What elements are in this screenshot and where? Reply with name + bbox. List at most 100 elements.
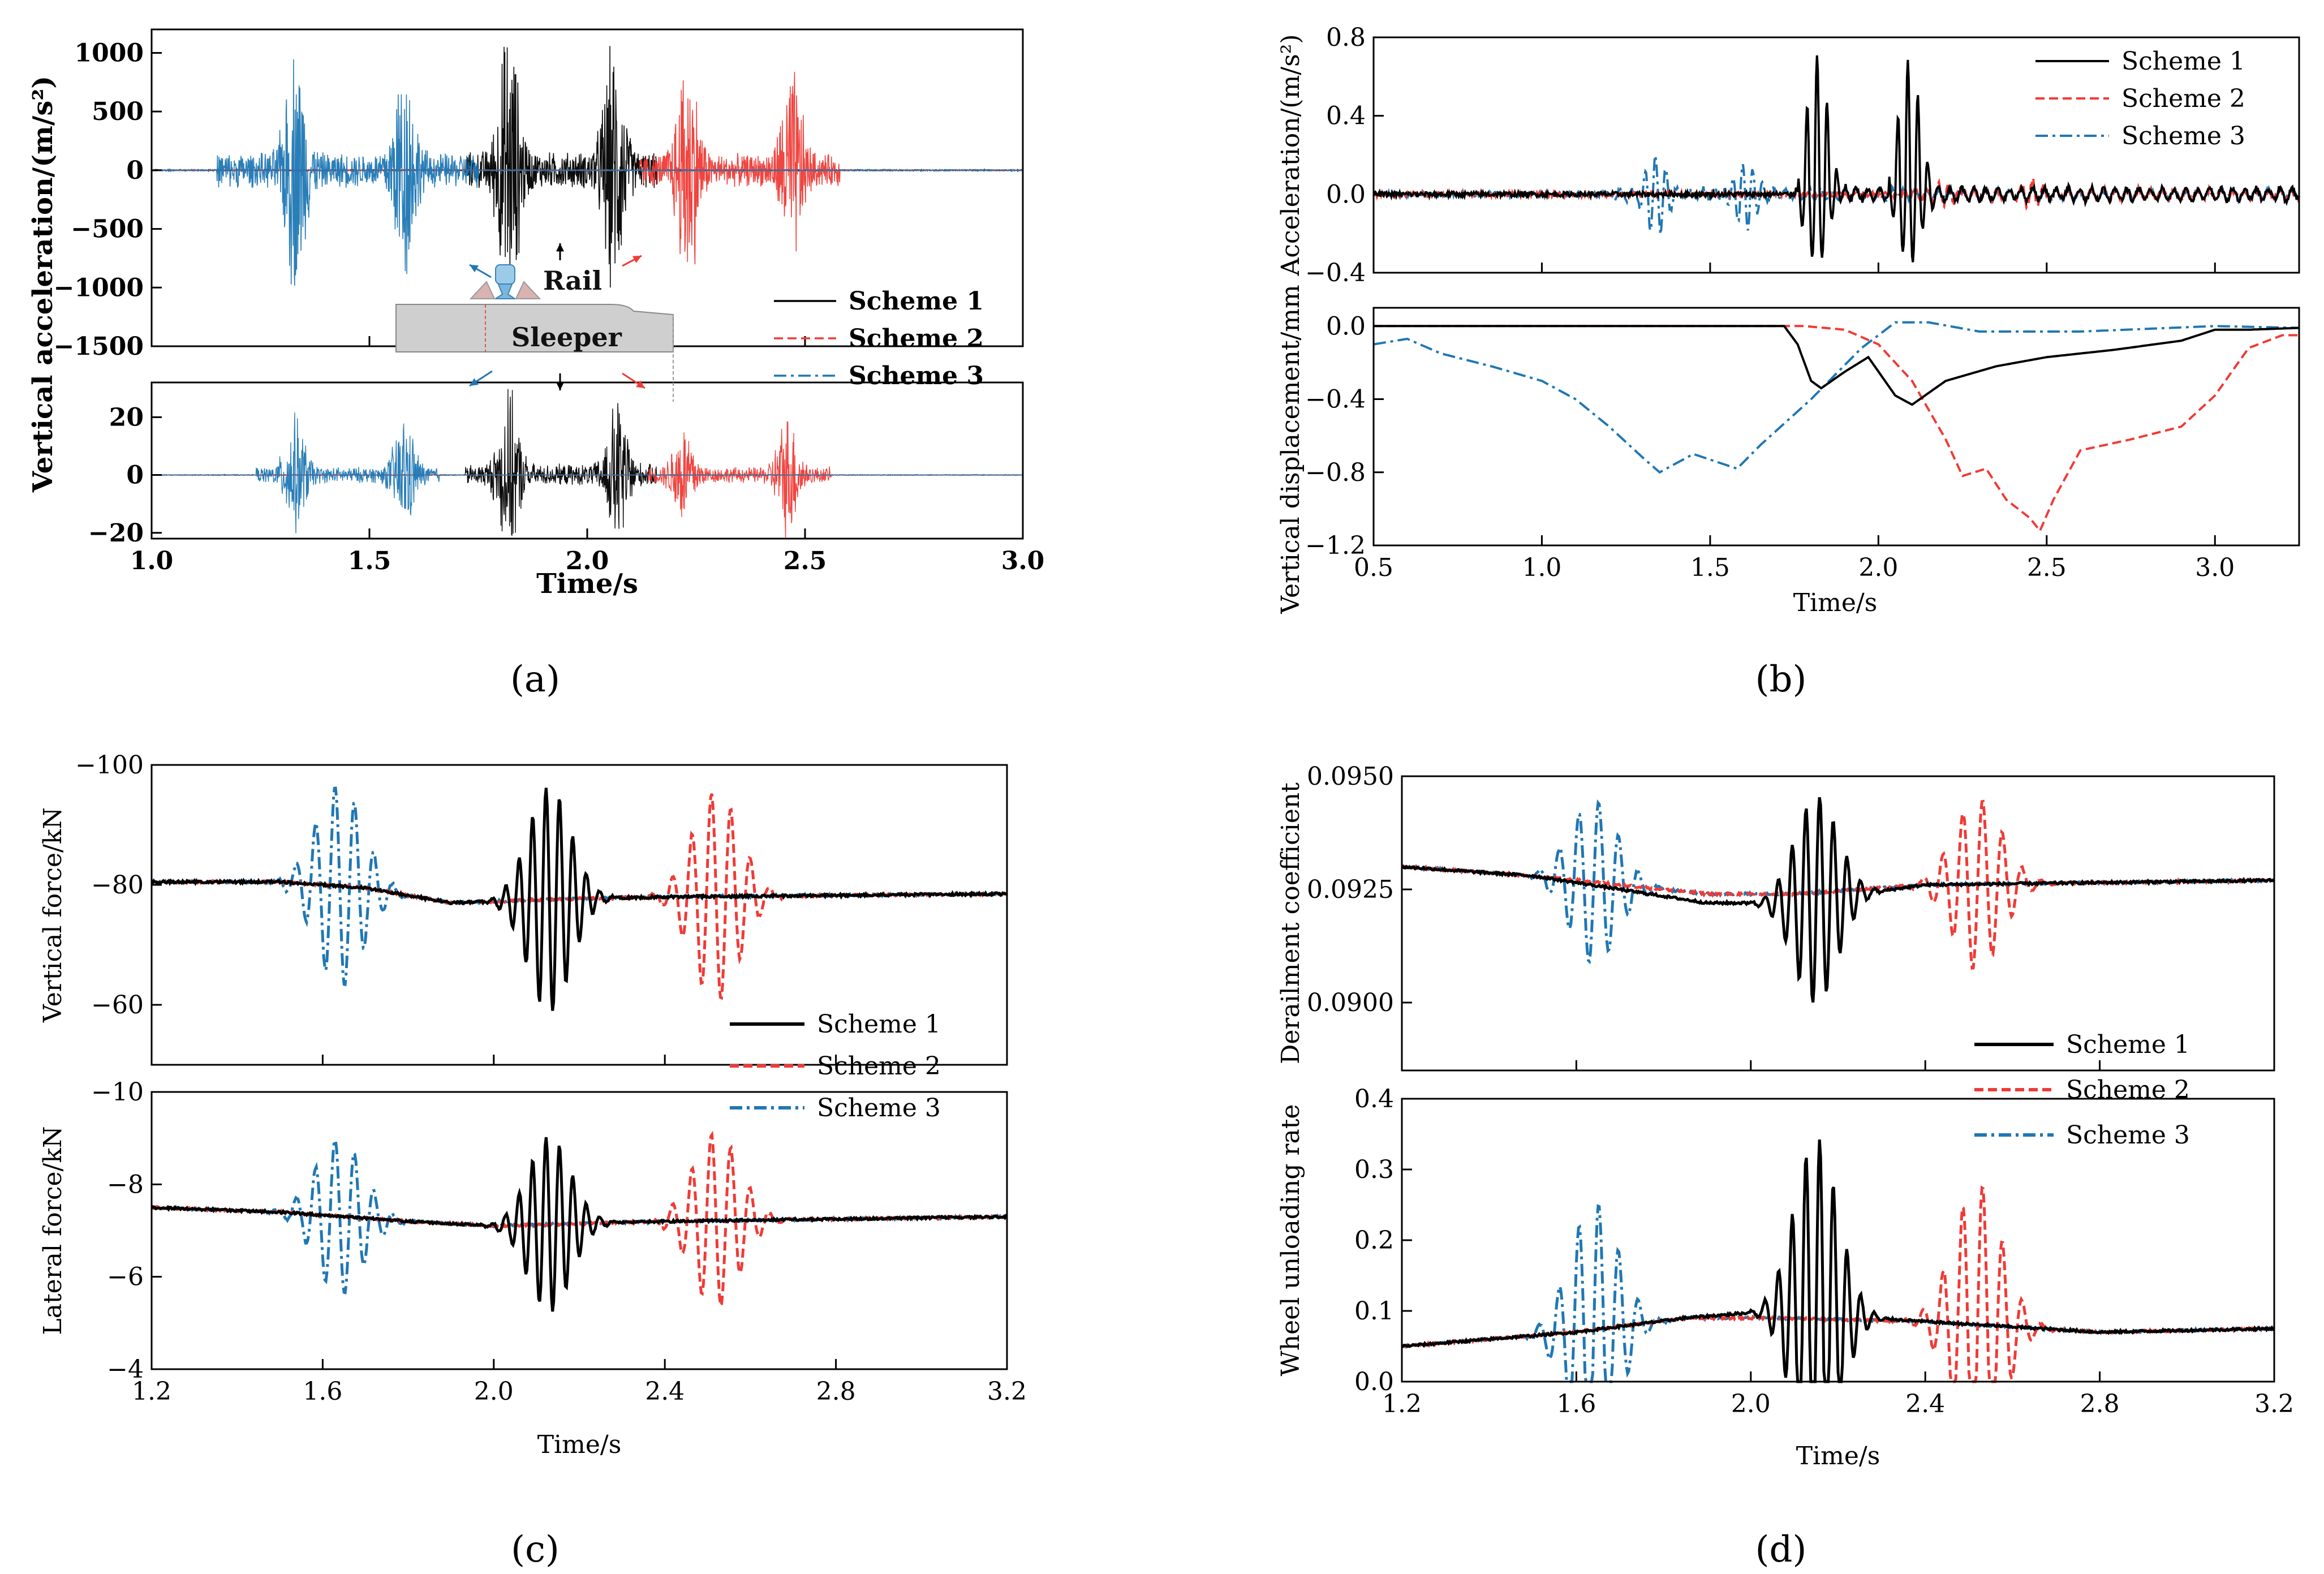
chart-b-acceleration-ytick-label: −0.4 (1305, 259, 1366, 287)
chart-a-rail-series-scheme-3 (151, 59, 1023, 286)
chart-a-legend-label-scheme-2: Scheme 2 (849, 324, 984, 353)
chart-c-lateral_force-series-scheme-1 (151, 1137, 1008, 1312)
chart-a-sleeper-ytick-label: −20 (88, 519, 144, 548)
chart-a-sleeper-xtick-label: 2.0 (566, 547, 609, 575)
chart-c-lateral_force-xtick-label: 1.2 (132, 1377, 171, 1406)
chart-d-derailment-ytick-label: 0.0950 (1307, 762, 1394, 791)
chart-c-lateral_force-ytick-label: −8 (107, 1170, 144, 1199)
chart-a-sleeper-xtick-label: 3.0 (1001, 547, 1045, 575)
chart-b-legend-label-scheme-2: Scheme 2 (2121, 84, 2245, 113)
chart-a-sleeper-ytick-label: 0 (126, 461, 144, 490)
chart-b-displacement-xtick-label: 3.0 (2195, 553, 2235, 582)
chart-b: 0.8 0.4 0.0 −0.4 0.0 −0.4 −0.8 −1.20.5 1.0 1.5 2.0… (1276, 23, 2300, 617)
chart-d-unloading-ytick-label: 0.4 (1354, 1085, 1394, 1113)
chart-b-displacement-xtick-label: 1.5 (1690, 553, 1730, 582)
chart-a-legend-label-scheme-1: Scheme 1 (849, 287, 984, 316)
chart-b-displacement-ytick-label: −0.4 (1305, 385, 1366, 414)
chart-a-sleeper-series-scheme-1 (151, 389, 1023, 536)
chart-d-unloading-ytick-label: 0.2 (1354, 1226, 1394, 1255)
arrow-down-right-head (636, 380, 645, 388)
chart-d-unloading-xtick-label: 2.8 (2080, 1390, 2120, 1418)
chart-c-lateral_force-xtick-label: 3.2 (987, 1377, 1027, 1406)
chart-c-lateral_force-series-scheme-3 (150, 1138, 1008, 1295)
chart-a-rail-ytick-label: −1000 (54, 273, 144, 302)
chart-a-sleeper-xtick-label: 2.5 (784, 547, 827, 575)
chart-b-displacement-ytick-label: −0.8 (1305, 458, 1366, 487)
chart-d-legend-label-scheme-2: Scheme 2 (2066, 1076, 2190, 1104)
chart-b-displacement-xtick-label: 2.5 (2027, 553, 2067, 582)
chart-c-vertical_force-ylabel: Vertical force/kN (38, 807, 67, 1023)
chart-d-unloading-series-scheme-1 (1401, 1139, 2275, 1383)
chart-a-legend-label-scheme-3: Scheme 3 (849, 362, 984, 390)
chart-c-lateral_force-xtick-label: 1.6 (303, 1377, 342, 1406)
chart-a: 1000 500 0 −500 −1000 −1500 20 0 −201.0 1.5 2.0 2.5… (27, 28, 1045, 600)
chart-a-xlabel: Time/s (536, 568, 638, 600)
chart-d-legend-label-scheme-1: Scheme 1 (2066, 1030, 2190, 1059)
chart-b-displacement-series-scheme-2 (1374, 325, 2299, 534)
caption-a: (a) (510, 659, 560, 700)
chart-a-sleeper-series-scheme-3 (151, 412, 1023, 534)
chart-d-unloading-ytick-label: 0.3 (1354, 1155, 1394, 1184)
chart-b-displacement-series-scheme-3 (1373, 321, 2299, 474)
chart-c-legend-label-scheme-1: Scheme 1 (817, 1010, 941, 1039)
chart-a-rail-ytick-label: −1500 (54, 332, 144, 361)
chart-d-legend-label-scheme-3: Scheme 3 (2066, 1121, 2190, 1150)
chart-a-rail-ytick-label: 500 (92, 97, 144, 126)
chart-c-lateral_force-frame (150, 1091, 1008, 1370)
chart-b-displacement-xtick-label: 0.5 (1354, 553, 1393, 582)
chart-b-legend-label-scheme-3: Scheme 3 (2121, 122, 2245, 150)
chart-c-lateral_force-ylabel: Lateral force/kN (38, 1126, 67, 1335)
chart-b-acceleration-series-scheme-1 (1372, 55, 2300, 263)
inset-track-diagram: Rail Sleeper (395, 243, 674, 402)
chart-d-unloading-ytick-label: 0.1 (1354, 1297, 1394, 1326)
chart-d-derailment-series-scheme-1 (1401, 797, 2276, 1003)
chart-d-derailment-ytick-label: 0.0900 (1307, 988, 1394, 1017)
chart-b-acceleration-ylabel: Acceleration/(m/s²) (1276, 35, 1305, 277)
chart-c-vertical_force-ytick-label: −60 (91, 991, 144, 1020)
chart-d-xlabel: Time/s (1796, 1442, 1880, 1470)
chart-c-lateral_force-ytick-label: −6 (107, 1263, 144, 1292)
chart-b-displacement-frame (1372, 307, 2300, 547)
caption-d: (d) (1755, 1529, 1807, 1571)
chart-d-derailment-ylabel: Derailment coefficient (1276, 782, 1305, 1064)
chart-b-acceleration-ytick-label: 0.4 (1326, 102, 1366, 131)
chart-c-vertical_force-ytick-label: −80 (91, 871, 144, 900)
chart-b-displacement-ytick-label: 0.0 (1326, 312, 1366, 341)
chart-c-vertical_force-frame (150, 764, 1008, 1066)
chart-b-acceleration-frame (1372, 36, 2300, 274)
fastener-right-shape (515, 281, 541, 299)
chart-b-xlabel: Time/s (1793, 588, 1878, 617)
chart-d-unloading-xtick-label: 2.4 (1905, 1390, 1945, 1418)
chart-c-lateral_force-xtick-label: 2.4 (645, 1377, 685, 1406)
chart-a-sleeper-xtick-label: 1.0 (130, 547, 174, 575)
arrow-down-head (556, 382, 564, 390)
chart-a-sleeper-xtick-label: 1.5 (348, 547, 391, 575)
fastener-left-shape (469, 281, 496, 299)
chart-c-lateral_force-ytick-label: −10 (91, 1078, 144, 1107)
chart-c-lateral_force-xtick-label: 2.8 (816, 1377, 856, 1406)
chart-a-ylabel: Vertical acceleration/(m/s²) (27, 76, 59, 493)
rail-head-shape (495, 264, 515, 285)
chart-a-sleeper-ytick-label: 20 (109, 403, 144, 432)
chart-b-displacement-ylabel: Vertical displacement/mm (1276, 285, 1305, 614)
chart-c-lateral_force-xtick-label: 2.0 (474, 1377, 514, 1406)
chart-a-sleeper-frame (150, 381, 1024, 540)
chart-b-legend-label-scheme-1: Scheme 1 (2121, 47, 2245, 76)
inset-sleeper-label: Sleeper (511, 322, 622, 352)
chart-d-derailment-frame (1401, 775, 2275, 1072)
rail-shape (493, 282, 517, 299)
chart-b-acceleration-ytick-label: 0.8 (1326, 23, 1366, 52)
chart-a-rail-ytick-label: 0 (126, 156, 144, 185)
arrow-up-left-head (470, 265, 479, 273)
chart-b-displacement-ytick-label: −1.2 (1305, 531, 1366, 560)
chart-b-displacement-series-scheme-1 (1374, 325, 2300, 406)
chart-a-rail-ytick-label: −500 (71, 215, 144, 244)
chart-d-unloading-xtick-label: 3.2 (2254, 1390, 2294, 1418)
chart-c-legend-label-scheme-2: Scheme 2 (817, 1052, 941, 1081)
chart-c-legend-label-scheme-3: Scheme 3 (817, 1094, 941, 1123)
chart-d-unloading-xtick-label: 1.2 (1382, 1390, 1422, 1418)
chart-c-lateral_force-ytick-label: −4 (107, 1355, 144, 1384)
caption-b: (b) (1755, 659, 1807, 700)
